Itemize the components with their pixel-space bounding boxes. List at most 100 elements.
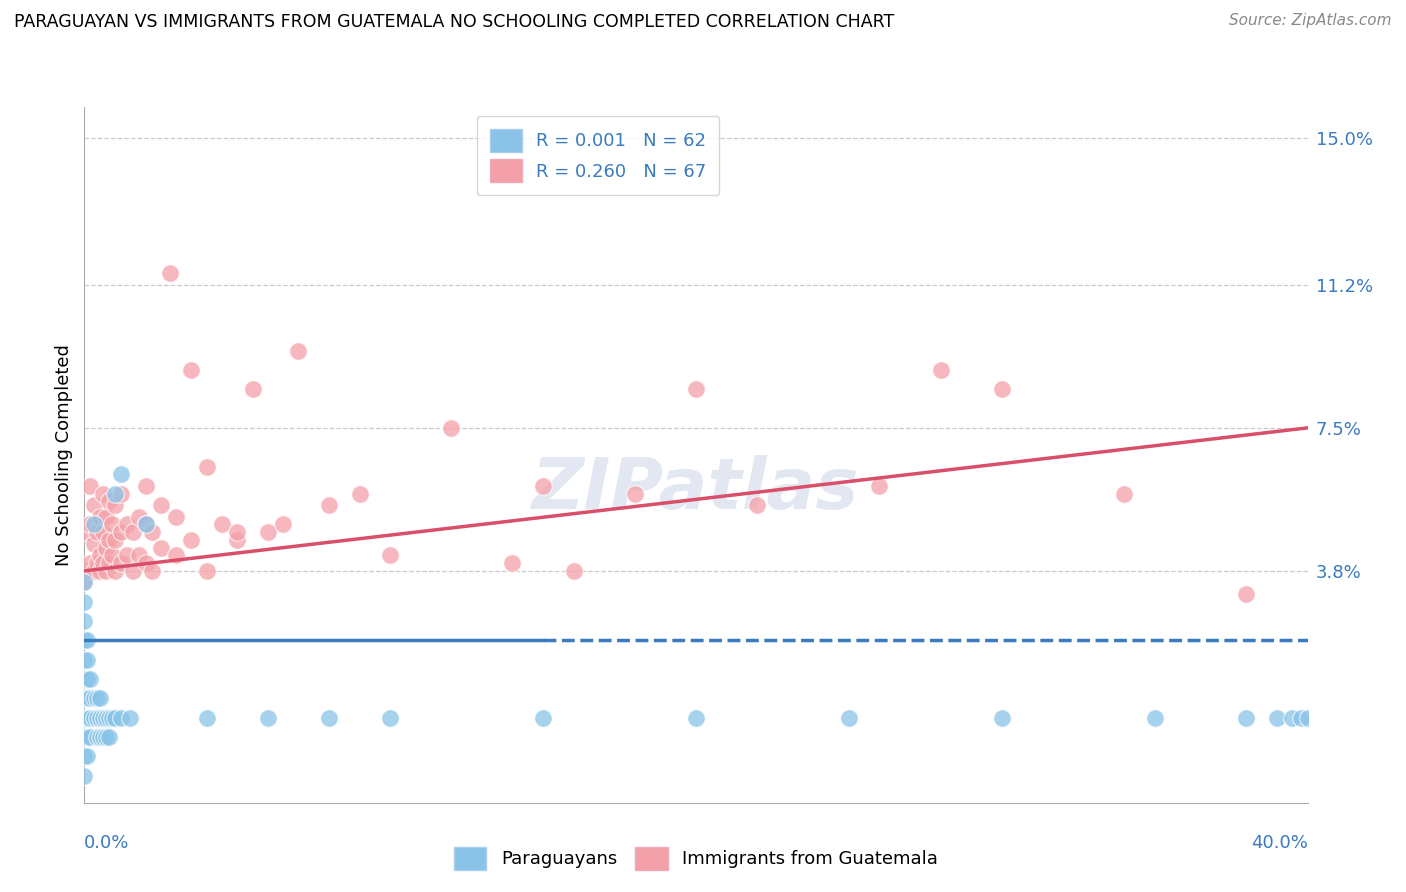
- Text: 40.0%: 40.0%: [1251, 834, 1308, 852]
- Point: [226, 525, 249, 540]
- Point: [73, 575, 96, 590]
- Point: [271, 517, 294, 532]
- Point: [83, 564, 105, 578]
- Point: [76, 633, 98, 648]
- Point: [91, 730, 114, 744]
- Point: [86, 711, 108, 725]
- Y-axis label: No Schooling Completed: No Schooling Completed: [55, 344, 73, 566]
- Point: [73, 595, 96, 609]
- Point: [747, 498, 769, 512]
- Point: [97, 556, 120, 570]
- Point: [89, 549, 111, 563]
- Point: [104, 498, 127, 512]
- Point: [73, 614, 96, 628]
- Point: [115, 549, 138, 563]
- Text: ZIPatlas: ZIPatlas: [533, 455, 859, 524]
- Point: [135, 517, 157, 532]
- Point: [1281, 711, 1303, 725]
- Point: [562, 564, 585, 578]
- Point: [91, 556, 114, 570]
- Point: [83, 711, 105, 725]
- Point: [128, 549, 150, 563]
- Point: [86, 525, 108, 540]
- Point: [73, 672, 96, 686]
- Point: [1291, 711, 1313, 725]
- Point: [120, 711, 142, 725]
- Point: [101, 517, 124, 532]
- Point: [79, 479, 101, 493]
- Point: [86, 556, 108, 570]
- Point: [76, 749, 98, 764]
- Point: [380, 549, 402, 563]
- Point: [110, 467, 132, 482]
- Point: [1236, 711, 1258, 725]
- Point: [1236, 587, 1258, 601]
- Point: [318, 711, 340, 725]
- Point: [83, 691, 105, 706]
- Point: [1296, 711, 1319, 725]
- Point: [97, 494, 120, 508]
- Point: [440, 421, 463, 435]
- Text: Source: ZipAtlas.com: Source: ZipAtlas.com: [1229, 13, 1392, 29]
- Point: [73, 575, 96, 590]
- Point: [104, 564, 127, 578]
- Point: [624, 486, 647, 500]
- Point: [1114, 486, 1136, 500]
- Point: [97, 730, 120, 744]
- Point: [79, 517, 101, 532]
- Point: [1265, 711, 1288, 725]
- Point: [141, 525, 163, 540]
- Point: [94, 730, 117, 744]
- Point: [91, 711, 114, 725]
- Point: [685, 711, 707, 725]
- Point: [94, 564, 117, 578]
- Point: [79, 556, 101, 570]
- Point: [76, 672, 98, 686]
- Point: [122, 564, 145, 578]
- Point: [110, 525, 132, 540]
- Point: [76, 653, 98, 667]
- Point: [685, 382, 707, 396]
- Point: [104, 486, 127, 500]
- Point: [89, 509, 111, 524]
- Point: [73, 730, 96, 744]
- Point: [97, 711, 120, 725]
- Point: [1143, 711, 1166, 725]
- Point: [89, 691, 111, 706]
- Point: [89, 711, 111, 725]
- Point: [838, 711, 860, 725]
- Point: [929, 363, 952, 377]
- Point: [101, 711, 124, 725]
- Text: PARAGUAYAN VS IMMIGRANTS FROM GUATEMALA NO SCHOOLING COMPLETED CORRELATION CHART: PARAGUAYAN VS IMMIGRANTS FROM GUATEMALA …: [14, 13, 894, 31]
- Point: [86, 730, 108, 744]
- Point: [94, 509, 117, 524]
- Point: [211, 517, 233, 532]
- Point: [242, 382, 264, 396]
- Point: [91, 525, 114, 540]
- Point: [869, 479, 891, 493]
- Point: [79, 730, 101, 744]
- Point: [76, 730, 98, 744]
- Point: [226, 533, 249, 547]
- Point: [122, 525, 145, 540]
- Point: [104, 711, 127, 725]
- Point: [73, 769, 96, 783]
- Point: [180, 533, 202, 547]
- Point: [149, 498, 172, 512]
- Point: [149, 541, 172, 555]
- Point: [165, 509, 187, 524]
- Point: [89, 564, 111, 578]
- Point: [79, 672, 101, 686]
- Point: [349, 486, 371, 500]
- Point: [83, 498, 105, 512]
- Point: [195, 459, 218, 474]
- Point: [531, 711, 554, 725]
- Point: [110, 711, 132, 725]
- Point: [104, 533, 127, 547]
- Point: [318, 498, 340, 512]
- Point: [165, 549, 187, 563]
- Point: [110, 556, 132, 570]
- Point: [76, 711, 98, 725]
- Point: [91, 486, 114, 500]
- Point: [73, 633, 96, 648]
